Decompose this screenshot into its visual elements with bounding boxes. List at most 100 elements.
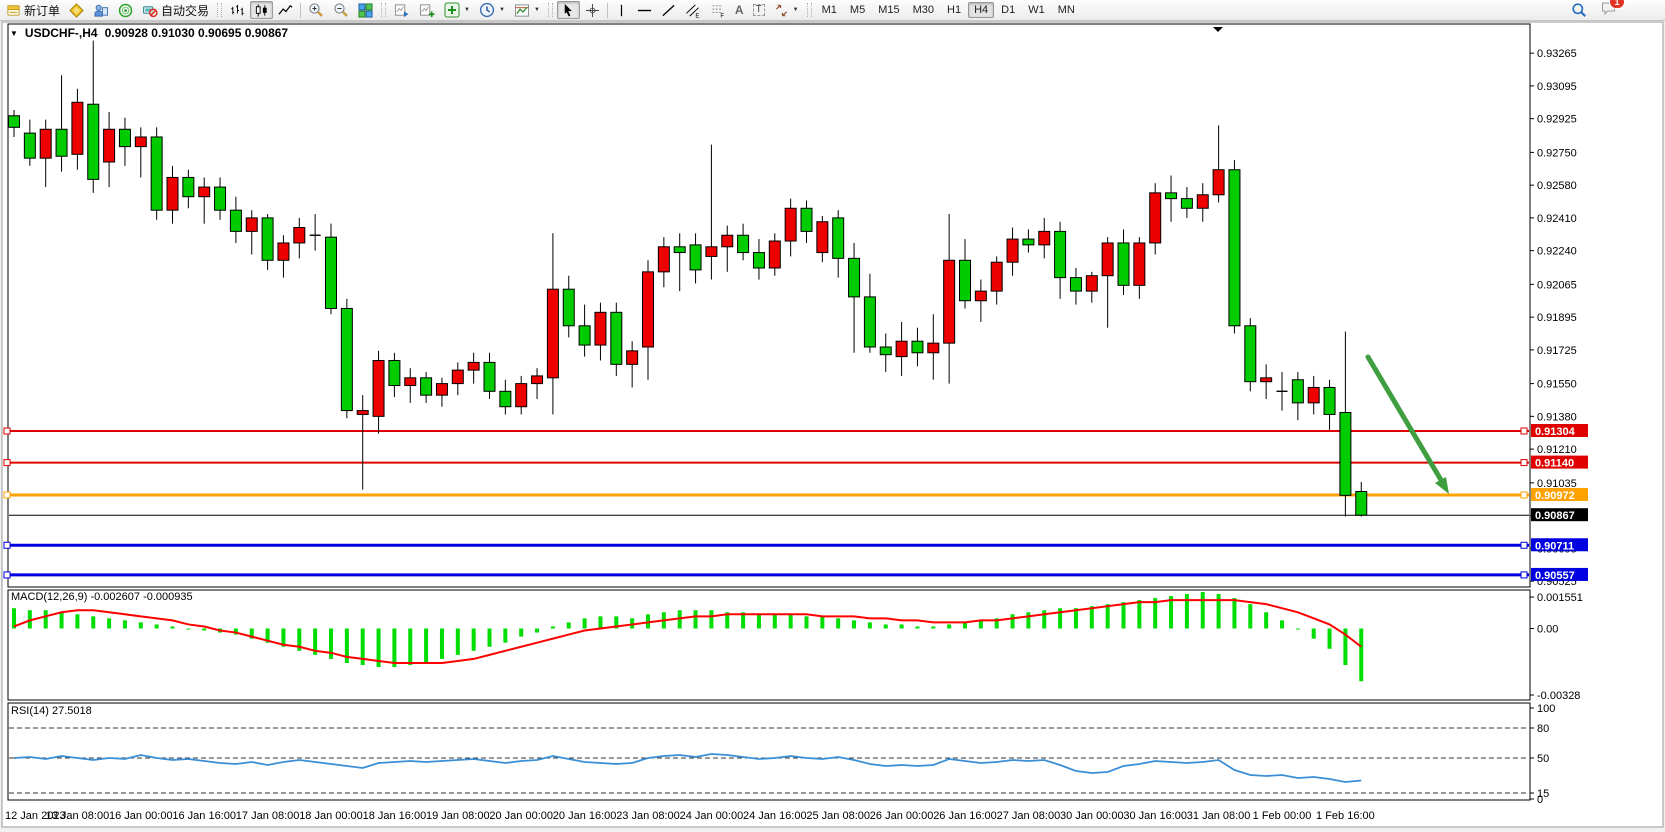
line-chart-button[interactable] — [274, 1, 297, 19]
macd-histogram-bar — [1184, 594, 1189, 629]
arrows-tool-button[interactable]: ▼ — [770, 1, 803, 19]
date-label: 16 Jan 00:00 — [109, 810, 173, 822]
candle-body — [420, 377, 433, 396]
crosshair-tool-button[interactable] — [581, 1, 604, 19]
date-label: 23 Jan 08:00 — [616, 810, 680, 822]
line-handle[interactable] — [3, 459, 11, 467]
horizontal-line-tool-button[interactable] — [633, 1, 656, 19]
chart-collapse-caret-icon[interactable]: ▼ — [10, 28, 18, 38]
macd-histogram-bar — [265, 628, 270, 643]
macd-histogram-bar — [281, 628, 286, 647]
templates-button[interactable]: ▼ — [510, 1, 544, 19]
candle-body — [229, 209, 242, 232]
macd-histogram-bar — [1153, 598, 1158, 629]
vertical-line-tool-button[interactable] — [611, 1, 632, 19]
equidistant-channel-icon: E — [686, 4, 699, 18]
timeframe-w1-button[interactable]: W1 — [1022, 2, 1051, 18]
chart-forward-button[interactable] — [390, 1, 414, 19]
timeframe-h4-button[interactable]: H4 — [968, 2, 995, 18]
line-handle[interactable] — [1520, 491, 1528, 499]
notifications-button[interactable]: 1 — [1600, 0, 1625, 21]
macd-histogram-bar — [994, 618, 999, 629]
line-handle[interactable] — [3, 541, 11, 549]
trend-arrow-line[interactable] — [1365, 354, 1444, 483]
macd-histogram-bar — [741, 612, 746, 629]
main-pane-border — [7, 23, 1531, 588]
rsi-tick-label: 100 — [1537, 703, 1555, 715]
market-watch-button[interactable] — [89, 1, 113, 19]
timeframe-d1-button[interactable]: D1 — [995, 2, 1021, 18]
search-button[interactable] — [1567, 1, 1591, 19]
price-label-box — [1531, 487, 1588, 501]
candle-body — [974, 290, 987, 302]
rsi-tick-label: 80 — [1537, 723, 1549, 735]
macd-histogram-bar — [487, 628, 492, 647]
fibonacci-tool-button[interactable]: F — [706, 1, 730, 19]
line-handle[interactable] — [1520, 571, 1528, 579]
timeframe-m15-button[interactable]: M15 — [872, 2, 905, 18]
date-label: 19 Jan 08:00 — [426, 810, 490, 822]
cursor-tool-button[interactable] — [556, 1, 580, 19]
new-order-button[interactable]: 新订单 — [2, 1, 64, 19]
candlestick-chart-button[interactable] — [250, 1, 274, 19]
data-window-button[interactable] — [114, 1, 137, 19]
trend-arrow-head[interactable] — [1435, 477, 1449, 494]
text-label-tool-button[interactable]: T — [749, 1, 769, 19]
tile-windows-button[interactable] — [354, 1, 377, 19]
candle-body — [23, 132, 36, 159]
chart-profile-button[interactable] — [65, 1, 88, 19]
bar-chart-button[interactable] — [226, 1, 249, 19]
candle-body — [340, 307, 353, 412]
candlestick-chart-icon — [255, 3, 267, 17]
line-handle[interactable] — [1520, 427, 1528, 435]
timeframe-m30-button[interactable]: M30 — [907, 2, 940, 18]
timeframe-mn-button[interactable]: MN — [1052, 2, 1081, 18]
macd-histogram-bar — [614, 616, 619, 629]
price-tick-label: 0.93265 — [1537, 48, 1577, 60]
price-label-box — [1531, 508, 1588, 522]
auto-trading-button[interactable]: 自动交易 — [138, 1, 213, 19]
date-label: 20 Jan 16:00 — [553, 810, 617, 822]
vertical-line-icon — [620, 4, 622, 16]
add-indicator-button[interactable]: ▼ — [440, 1, 474, 19]
price-tick-label: 0.91550 — [1537, 379, 1577, 391]
line-handle[interactable] — [1520, 541, 1528, 549]
macd-histogram-bar — [408, 628, 413, 666]
chart-shift-button[interactable] — [415, 1, 439, 19]
candle-body — [404, 377, 417, 387]
periods-button[interactable]: ▼ — [475, 1, 509, 19]
candle-body — [325, 236, 337, 309]
macd-histogram-bar — [1311, 628, 1316, 639]
macd-histogram-bar — [598, 616, 603, 629]
line-handle[interactable] — [3, 571, 11, 579]
timeframe-h1-button[interactable]: H1 — [941, 2, 967, 18]
date-label: 16 Jan 16:00 — [172, 810, 236, 822]
candle-body — [863, 296, 876, 348]
line-handle[interactable] — [3, 427, 11, 435]
macd-histogram-bar — [646, 614, 650, 629]
price-tick-label: 0.91725 — [1537, 345, 1577, 357]
price-label-box — [1531, 424, 1588, 437]
text-label-icon: T — [752, 4, 765, 16]
line-handle[interactable] — [3, 491, 11, 499]
price-tick-label: 0.92240 — [1537, 246, 1577, 258]
market-watch-icon — [94, 4, 109, 17]
chart-shift-marker[interactable] — [1213, 27, 1223, 32]
line-chart-icon — [278, 4, 293, 15]
equidistant-channel-tool-button[interactable]: E — [681, 1, 705, 19]
candle-body — [87, 103, 100, 180]
macd-histogram-bar — [756, 614, 761, 629]
trendline-tool-button[interactable] — [657, 1, 680, 19]
add-indicator-icon — [444, 2, 460, 18]
text-tool-button[interactable]: A — [731, 1, 748, 19]
timeframe-m1-button[interactable]: M1 — [816, 2, 843, 18]
data-window-icon — [118, 3, 133, 17]
line-handle[interactable] — [1520, 459, 1528, 467]
zoom-out-button[interactable] — [329, 1, 353, 19]
zoom-in-button[interactable] — [304, 1, 328, 19]
timeframe-m5-button[interactable]: M5 — [844, 2, 871, 18]
candle-body — [1038, 230, 1051, 246]
date-label: 1 Feb 00:00 — [1253, 810, 1312, 822]
